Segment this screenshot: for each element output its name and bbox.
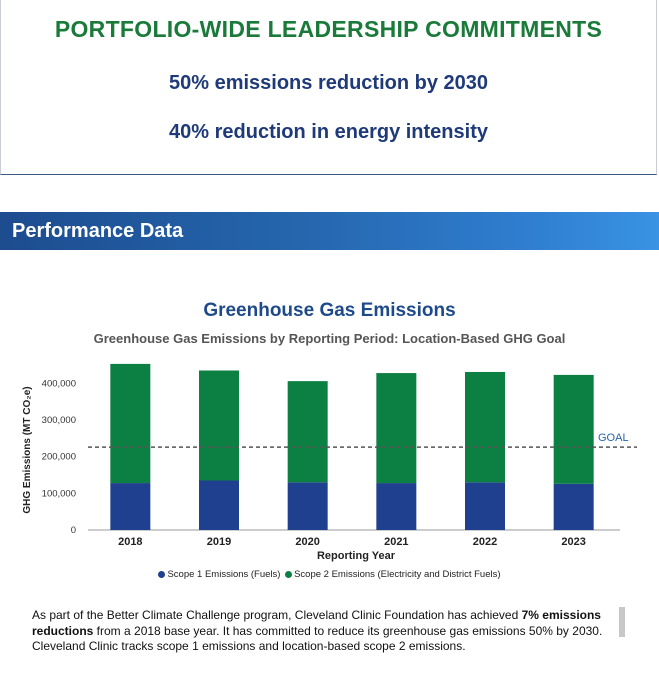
section-title: Performance Data (12, 220, 184, 242)
commitment-energy-intensity: 40% reduction in energy intensity (169, 121, 488, 143)
legend-scope2-swatch (285, 571, 293, 578)
bar-scope1 (465, 482, 505, 530)
y-axis-label: GHG Emissions (MT CO₂e) (22, 386, 33, 513)
x-axis-label: Reporting Year (317, 550, 396, 562)
y-tick-label: 400,000 (42, 378, 76, 389)
bar-scope2 (465, 371, 505, 483)
y-tick-label: 200,000 (42, 452, 76, 463)
goal-label: GOAL (598, 432, 629, 444)
bar-scope2 (287, 381, 328, 483)
bar-scope2 (199, 370, 239, 481)
bar-scope1 (553, 483, 594, 530)
legend-scope1-swatch (158, 571, 166, 578)
commitments-title: PORTFOLIO-WIDE LEADERSHIP COMMITMENTS (54, 16, 603, 42)
legend-scope2-label: Scope 2 Emissions (Electricity and Distr… (294, 569, 501, 580)
chart-subtitle: Greenhouse Gas Emissions by Reporting Pe… (93, 331, 566, 346)
commitments-panel: PORTFOLIO-WIDE LEADERSHIP COMMITMENTS 50… (0, 0, 657, 175)
commitment-emissions: 50% emissions reduction by 2030 (168, 72, 489, 94)
x-tick-label: 2020 (295, 536, 319, 548)
bar-scope1 (287, 482, 328, 530)
legend-scope1-label: Scope 1 Emissions (Fuels) (167, 569, 281, 580)
description-paragraph: As part of the Better Climate Challenge … (32, 608, 607, 655)
bar-scope2 (553, 374, 594, 484)
ghg-chart: 0 100,000 200,000 300,000 400,000 GHG Emissio… (22, 363, 637, 562)
x-tick-label: 2021 (384, 536, 408, 548)
chart-legend: Scope 1 Emissions (Fuels) Scope 2 Emissi… (0, 569, 659, 580)
paragraph-text-start: As part of the Better Climate Challenge … (32, 608, 522, 622)
bar-scope1 (199, 480, 239, 530)
y-tick-label: 0 (71, 525, 76, 536)
x-tick-label: 2018 (118, 536, 142, 548)
bar-scope2 (376, 373, 417, 484)
chart-title: Greenhouse Gas Emissions (203, 300, 456, 321)
section-header: Performance Data (0, 212, 659, 250)
x-tick-label: 2023 (561, 536, 585, 548)
bar-scope2 (110, 363, 151, 484)
bar-scope1 (110, 483, 151, 530)
scrollbar[interactable] (619, 607, 625, 637)
x-tick-label: 2019 (207, 536, 231, 548)
y-tick-label: 100,000 (42, 488, 76, 499)
bar-scope1 (376, 483, 417, 530)
x-tick-label: 2022 (473, 536, 497, 548)
paragraph-text-end: from a 2018 base year. It has committed … (32, 623, 603, 654)
paragraph-highlight: 7% emissions reductions (32, 608, 601, 638)
y-tick-label: 300,000 (42, 415, 76, 426)
